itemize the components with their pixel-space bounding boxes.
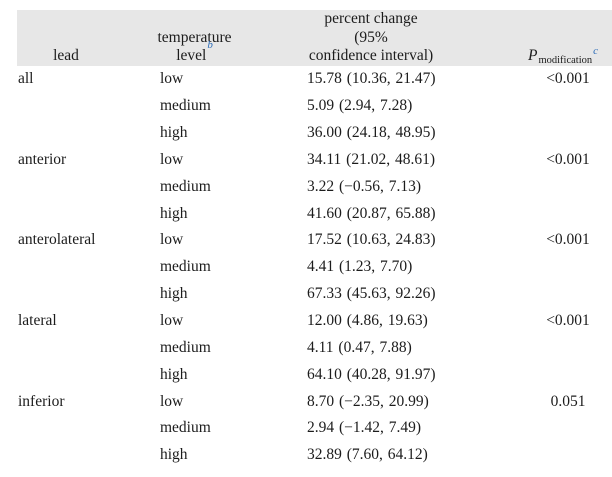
temperature-level-cell: high <box>160 365 188 383</box>
lead-cell: inferior <box>18 392 65 410</box>
header-temperature-level: temperature levelb <box>157 28 306 66</box>
percent-change-cell: 17.52 (10.63, 24.83) <box>307 231 436 249</box>
percent-change-cell: 4.11 (0.47, 7.88) <box>307 338 412 356</box>
header-temperature-line2: levelb <box>176 40 213 66</box>
table-row: high 64.10 (40.28, 91.97) <box>17 361 612 388</box>
percent-change-cell: 15.78 (10.36, 21.47) <box>307 70 436 88</box>
percent-change-cell: 64.10 (40.28, 91.97) <box>307 365 436 383</box>
header-percent-change: percent change (95% confidence interval) <box>306 10 502 66</box>
lead-cell: anterolateral <box>18 231 96 249</box>
table-row: high 36.00 (24.18, 48.95) <box>17 120 612 147</box>
percent-change-cell: 41.60 (20.87, 65.88) <box>307 204 436 222</box>
table-row: high 67.33 (45.63, 92.26) <box>17 281 612 308</box>
table-row: all low 15.78 (10.36, 21.47) <0.001 <box>17 66 612 93</box>
temperature-level-cell: medium <box>160 177 211 195</box>
p-symbol: P <box>527 47 538 65</box>
table-row: anterolateral low 17.52 (10.63, 24.83) <… <box>17 227 612 254</box>
percent-change-cell: 2.94 (−1.42, 7.49) <box>307 419 422 437</box>
temperature-level-cell: medium <box>160 258 211 276</box>
temperature-level-cell: high <box>160 124 188 142</box>
lead-cell: anterior <box>18 150 67 168</box>
table-row: medium 3.22 (−0.56, 7.13) <box>17 173 612 200</box>
p-value-cell: <0.001 <box>546 70 590 88</box>
p-subscript-modification: modification <box>538 55 593 67</box>
percent-change-cell: 32.89 (7.60, 64.12) <box>307 446 428 464</box>
table-body: all low 15.78 (10.36, 21.47) <0.001 medi… <box>17 66 612 469</box>
percent-change-cell: 3.22 (−0.56, 7.13) <box>307 177 422 195</box>
temperature-level-cell: low <box>160 312 184 330</box>
percent-change-cell: 34.11 (21.02, 48.61) <box>307 150 435 168</box>
temperature-level-cell: high <box>160 285 188 303</box>
temperature-level-cell: medium <box>160 97 211 115</box>
header-percent-change-line2: confidence interval) <box>308 47 434 65</box>
header-lead-label: lead <box>53 47 79 65</box>
table-row: high 32.89 (7.60, 64.12) <box>17 442 612 469</box>
temperature-level-cell: high <box>160 446 188 464</box>
footnote-b-superscript: b <box>207 39 213 52</box>
table-row: lateral low 12.00 (4.86, 19.63) <0.001 <box>17 308 612 335</box>
header-temperature-line1: temperature <box>157 28 232 46</box>
percent-change-cell: 8.70 (−2.35, 20.99) <box>307 392 429 410</box>
p-value-cell: 0.051 <box>550 392 586 410</box>
statistics-table: lead temperature levelb percent change (… <box>17 10 612 469</box>
temperature-level-cell: low <box>160 392 184 410</box>
header-percent-change-line1: percent change (95% <box>324 10 418 46</box>
percent-change-cell: 5.09 (2.94, 7.28) <box>307 97 413 115</box>
header-lead: lead <box>17 47 159 66</box>
p-value-cell: <0.001 <box>546 150 590 168</box>
table-row: medium 5.09 (2.94, 7.28) <box>17 93 612 120</box>
table-row: medium 4.41 (1.23, 7.70) <box>17 254 612 281</box>
table-row: inferior low 8.70 (−2.35, 20.99) 0.051 <box>17 388 612 415</box>
percent-change-cell: 36.00 (24.18, 48.95) <box>307 124 436 142</box>
percent-change-cell: 12.00 (4.86, 19.63) <box>307 312 428 330</box>
lead-cell: lateral <box>18 312 57 330</box>
p-value-cell: <0.001 <box>546 231 590 249</box>
temperature-level-cell: low <box>160 150 184 168</box>
temperature-level-cell: high <box>160 204 188 222</box>
table-header-row: lead temperature levelb percent change (… <box>17 10 612 66</box>
p-value-cell: <0.001 <box>546 312 590 330</box>
temperature-level-cell: medium <box>160 419 211 437</box>
header-level-label: level <box>176 47 207 65</box>
percent-change-cell: 67.33 (45.63, 92.26) <box>307 285 436 303</box>
table-row: medium 2.94 (−1.42, 7.49) <box>17 415 612 442</box>
lead-cell: all <box>18 70 34 88</box>
table-row: high 41.60 (20.87, 65.88) <box>17 200 612 227</box>
percent-change-cell: 4.41 (1.23, 7.70) <box>307 258 413 276</box>
temperature-level-cell: low <box>160 70 184 88</box>
temperature-level-cell: medium <box>160 338 211 356</box>
table-row: medium 4.11 (0.47, 7.88) <box>17 334 612 361</box>
table-row: anterior low 34.11 (21.02, 48.61) <0.001 <box>17 147 612 174</box>
temperature-level-cell: low <box>160 231 184 249</box>
